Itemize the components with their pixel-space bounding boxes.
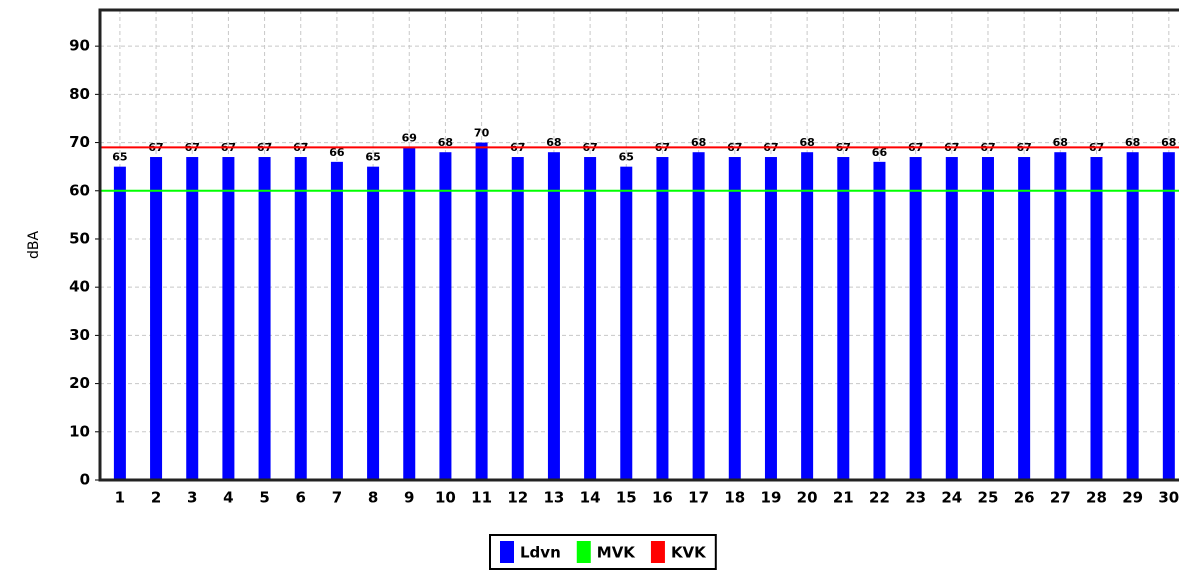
y-tick-label: 70	[69, 133, 90, 151]
y-axis-label: dBA	[26, 231, 42, 259]
bar	[330, 161, 343, 480]
axis-frame	[98, 8, 1179, 482]
x-tick-label: 14	[580, 489, 601, 507]
bar	[656, 157, 669, 480]
x-tick-label: 23	[905, 489, 926, 507]
y-tick-label: 10	[69, 422, 90, 440]
data-label: 66	[872, 146, 888, 159]
bar	[728, 157, 741, 480]
bar	[113, 166, 126, 480]
bar	[511, 157, 524, 480]
x-tick-label: 15	[616, 489, 637, 507]
y-tick-label: 90	[69, 37, 90, 55]
x-tick-label: 20	[797, 489, 818, 507]
data-label: 69	[402, 131, 417, 144]
x-tick-label: 24	[941, 489, 962, 507]
bar	[475, 142, 488, 481]
y-tick-label: 40	[69, 278, 90, 296]
x-tick-label: 18	[724, 489, 745, 507]
y-tick-label: 50	[69, 229, 90, 247]
y-tick-label: 60	[69, 181, 90, 199]
y-tick-label: 0	[80, 471, 90, 489]
bar	[1018, 157, 1031, 480]
bar	[837, 157, 850, 480]
bar	[222, 157, 235, 480]
legend: Ldvn MVK KVK	[489, 534, 717, 570]
bar	[294, 157, 307, 480]
bar	[873, 161, 886, 480]
y-tick-label: 80	[69, 85, 90, 103]
bar	[150, 157, 163, 480]
legend-label: Ldvn	[520, 544, 561, 562]
x-tick-label: 1	[115, 489, 125, 507]
data-label: 68	[1125, 136, 1140, 149]
bar	[620, 166, 633, 480]
x-tick-label: 9	[404, 489, 414, 507]
x-tick-label: 29	[1122, 489, 1143, 507]
data-label: 66	[329, 146, 345, 159]
bar	[584, 157, 597, 480]
data-label: 65	[365, 151, 380, 164]
legend-swatch	[576, 541, 591, 563]
x-tick-label: 28	[1086, 489, 1107, 507]
x-tick-label: 8	[368, 489, 378, 507]
x-tick-label: 19	[761, 489, 782, 507]
x-tick-label: 5	[259, 489, 269, 507]
bar	[258, 157, 271, 480]
bar	[547, 152, 560, 480]
legend-swatch	[650, 541, 665, 563]
legend-box	[489, 534, 717, 570]
bar	[1090, 157, 1103, 480]
bar	[186, 157, 199, 480]
x-tick-label: 30	[1158, 489, 1179, 507]
x-tick-label: 17	[688, 489, 709, 507]
legend-label: MVK	[597, 544, 637, 562]
x-tick-label: 21	[833, 489, 854, 507]
x-tick-label: 7	[332, 489, 342, 507]
x-tick-label: 27	[1050, 489, 1071, 507]
data-label: 65	[112, 151, 127, 164]
y-tick-label: 30	[69, 326, 90, 344]
x-tick-label: 25	[978, 489, 999, 507]
x-tick-label: 10	[435, 489, 456, 507]
data-label: 65	[619, 151, 634, 164]
legend-swatch	[500, 541, 514, 563]
bar	[801, 152, 814, 480]
data-label: 70	[474, 127, 490, 140]
x-tick-label: 13	[543, 489, 564, 507]
bar	[692, 152, 705, 480]
x-tick-label: 3	[187, 489, 197, 507]
y-tick-label: 20	[69, 374, 90, 392]
bar	[1126, 152, 1139, 480]
bar	[764, 157, 777, 480]
data-label: 68	[1161, 136, 1176, 149]
bar	[945, 157, 958, 480]
bar	[367, 166, 380, 480]
bar	[1162, 152, 1175, 480]
x-tick-label: 11	[471, 489, 492, 507]
x-tick-label: 16	[652, 489, 673, 507]
bar	[981, 157, 994, 480]
data-label: 68	[438, 136, 453, 149]
x-tick-label: 12	[507, 489, 528, 507]
x-tick-label: 26	[1014, 489, 1035, 507]
x-tick-label: 2	[151, 489, 161, 507]
x-tick-label: 4	[223, 489, 233, 507]
x-tick-label: 22	[869, 489, 890, 507]
data-label: 68	[1053, 136, 1068, 149]
data-label: 68	[799, 136, 814, 149]
bar	[439, 152, 452, 480]
bar	[1054, 152, 1067, 480]
legend-label: KVK	[671, 544, 707, 562]
x-tick-label: 6	[296, 489, 306, 507]
data-label: 68	[691, 136, 706, 149]
bar	[909, 157, 922, 480]
bar	[403, 147, 416, 480]
data-label: 68	[546, 136, 561, 149]
